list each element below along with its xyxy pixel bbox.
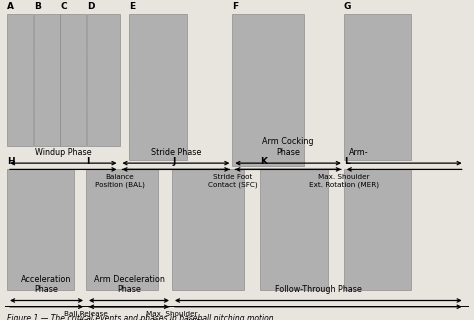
Text: Arm-: Arm- — [348, 148, 368, 157]
Text: J: J — [172, 157, 175, 166]
Text: Max. Shoulder
Int. Rotation (MIR): Max. Shoulder Int. Rotation (MIR) — [139, 311, 205, 320]
Bar — [344, 169, 411, 290]
Bar — [87, 14, 120, 146]
Bar — [86, 169, 158, 290]
Bar — [232, 14, 304, 166]
Text: D: D — [87, 2, 95, 11]
Text: Stride Foot
Contact (SFC): Stride Foot Contact (SFC) — [208, 174, 257, 188]
Bar — [7, 169, 74, 290]
Text: I: I — [86, 157, 90, 166]
Text: Windup Phase: Windup Phase — [35, 148, 91, 157]
Text: B: B — [34, 2, 41, 11]
Bar — [172, 169, 244, 290]
Text: Ball Release
(REL): Ball Release (REL) — [64, 311, 108, 320]
Bar — [61, 14, 86, 146]
Bar — [7, 14, 33, 146]
Text: C: C — [61, 2, 67, 11]
Text: Acceleration
Phase: Acceleration Phase — [21, 275, 72, 294]
Bar — [34, 14, 60, 146]
Text: Stride Phase: Stride Phase — [151, 148, 201, 157]
Text: H: H — [7, 157, 15, 166]
Text: L: L — [344, 157, 350, 166]
Text: Follow-Through Phase: Follow-Through Phase — [275, 285, 362, 294]
Text: E: E — [129, 2, 136, 11]
Bar — [129, 14, 187, 160]
Text: A: A — [7, 2, 14, 11]
Text: K: K — [260, 157, 267, 166]
Text: Figure 1 — The critical events and phases in baseball pitching motion.: Figure 1 — The critical events and phase… — [7, 314, 276, 320]
Text: F: F — [232, 2, 238, 11]
Text: Max. Shoulder
Ext. Rotation (MER): Max. Shoulder Ext. Rotation (MER) — [309, 174, 379, 188]
Bar — [344, 14, 411, 160]
Bar — [260, 169, 328, 290]
Text: Arm Cocking
Phase: Arm Cocking Phase — [262, 138, 314, 157]
Text: Arm Deceleration
Phase: Arm Deceleration Phase — [93, 275, 164, 294]
Text: Balance
Position (BAL): Balance Position (BAL) — [94, 174, 145, 188]
Text: G: G — [344, 2, 351, 11]
